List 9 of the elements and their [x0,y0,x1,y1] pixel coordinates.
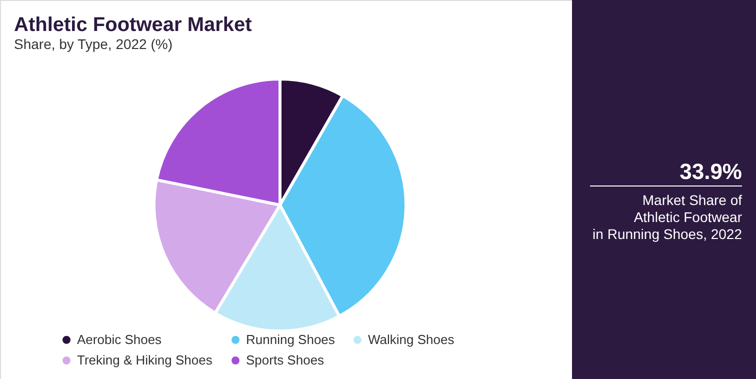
legend-label: Running Shoes [246,332,336,347]
legend-label: Treking & Hiking Shoes [77,352,213,368]
text: Market Share of Athletic Footwear in Running Shoes, 2022 [592,192,742,242]
legend-label: Walking Shoes [368,332,455,347]
chart-title: Athletic Footwear Market [14,14,252,36]
legend-label: Aerobic Shoes [77,332,162,347]
chart-subtitle: Share, by Type, 2022 (%) [14,36,172,52]
legend-label: Sports Shoes [246,352,325,368]
text: 33.9% [680,159,742,184]
